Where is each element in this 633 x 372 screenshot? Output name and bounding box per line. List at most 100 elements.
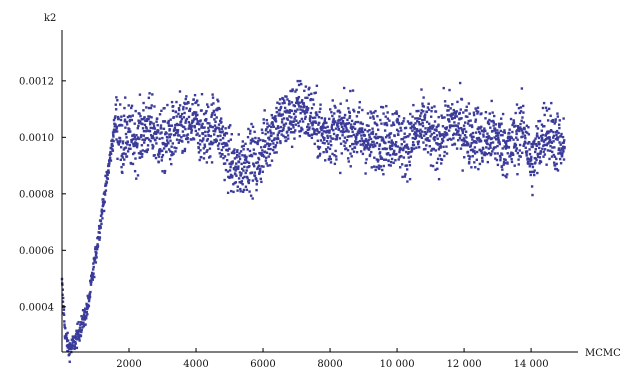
data-point [83, 311, 86, 314]
data-point [256, 166, 260, 169]
data-point [453, 116, 456, 120]
data-point [296, 79, 299, 83]
data-point [271, 122, 274, 125]
data-point [210, 103, 213, 106]
data-point [98, 231, 101, 234]
data-point [465, 105, 468, 109]
data-point [476, 127, 479, 131]
data-point [435, 161, 439, 165]
data-point [150, 116, 153, 119]
data-point [364, 161, 368, 165]
data-point [504, 141, 508, 144]
data-point [203, 145, 207, 148]
data-point [125, 136, 128, 139]
data-point [162, 147, 166, 150]
data-point [265, 162, 268, 165]
data-point [267, 136, 271, 139]
data-point [496, 134, 500, 137]
data-point [497, 138, 500, 142]
data-point [543, 125, 546, 128]
data-point [403, 132, 406, 135]
data-point [508, 128, 511, 131]
data-point [106, 172, 109, 175]
data-point [226, 191, 230, 195]
data-point [111, 138, 114, 141]
data-point [63, 320, 66, 323]
data-point [351, 147, 354, 151]
data-point [542, 150, 545, 153]
data-point [376, 115, 379, 118]
data-point [457, 122, 460, 125]
y-tick-label: 0.0006 [19, 246, 54, 257]
data-point [180, 124, 183, 127]
data-point [143, 150, 147, 153]
data-point [363, 148, 366, 151]
data-point [254, 136, 257, 140]
data-point [167, 119, 170, 123]
data-point [177, 112, 180, 116]
data-point [119, 146, 123, 149]
data-point [505, 140, 508, 143]
data-point [497, 136, 500, 140]
data-point [238, 180, 241, 184]
data-point [61, 293, 64, 296]
data-point [563, 145, 566, 149]
data-point [559, 162, 563, 165]
data-point [202, 147, 205, 150]
data-point [436, 167, 439, 171]
data-point [490, 152, 493, 156]
data-point [372, 165, 376, 168]
data-point [248, 190, 251, 193]
data-point [552, 134, 556, 137]
data-point [542, 155, 545, 158]
data-point [171, 151, 174, 154]
data-point [380, 122, 383, 125]
data-point [440, 162, 443, 165]
data-point [367, 143, 370, 146]
data-point [271, 116, 274, 120]
data-point [408, 177, 412, 181]
data-point [88, 298, 91, 301]
data-point [289, 131, 293, 134]
data-point [449, 107, 452, 110]
data-point [391, 143, 394, 146]
data-point [167, 148, 171, 151]
data-point [340, 125, 344, 129]
data-point [391, 112, 394, 116]
data-point [286, 98, 289, 101]
data-point [561, 151, 564, 155]
data-point [244, 142, 247, 146]
data-point [185, 117, 189, 121]
data-point [462, 111, 465, 114]
data-point [82, 324, 86, 328]
data-point [385, 147, 388, 151]
data-point [366, 141, 370, 145]
data-point [314, 91, 317, 94]
data-point [171, 105, 175, 108]
data-point [206, 121, 209, 125]
data-point [236, 149, 239, 152]
data-point [210, 125, 213, 129]
data-point [416, 129, 420, 133]
data-point [140, 155, 144, 158]
data-point [316, 145, 320, 148]
data-point [253, 171, 257, 174]
data-point [555, 129, 559, 133]
data-point [304, 85, 308, 88]
data-point [442, 145, 445, 149]
data-point [451, 117, 455, 120]
data-point [442, 86, 445, 90]
data-point [525, 124, 529, 127]
data-point [251, 179, 255, 182]
data-point [186, 136, 189, 140]
data-point [240, 172, 243, 175]
data-point [189, 127, 193, 131]
data-point [478, 162, 482, 166]
data-point [557, 131, 560, 135]
data-point [438, 132, 442, 136]
data-point [491, 129, 494, 133]
data-point [265, 128, 268, 131]
data-point [417, 142, 420, 146]
data-point [314, 120, 317, 123]
data-point [334, 127, 338, 130]
